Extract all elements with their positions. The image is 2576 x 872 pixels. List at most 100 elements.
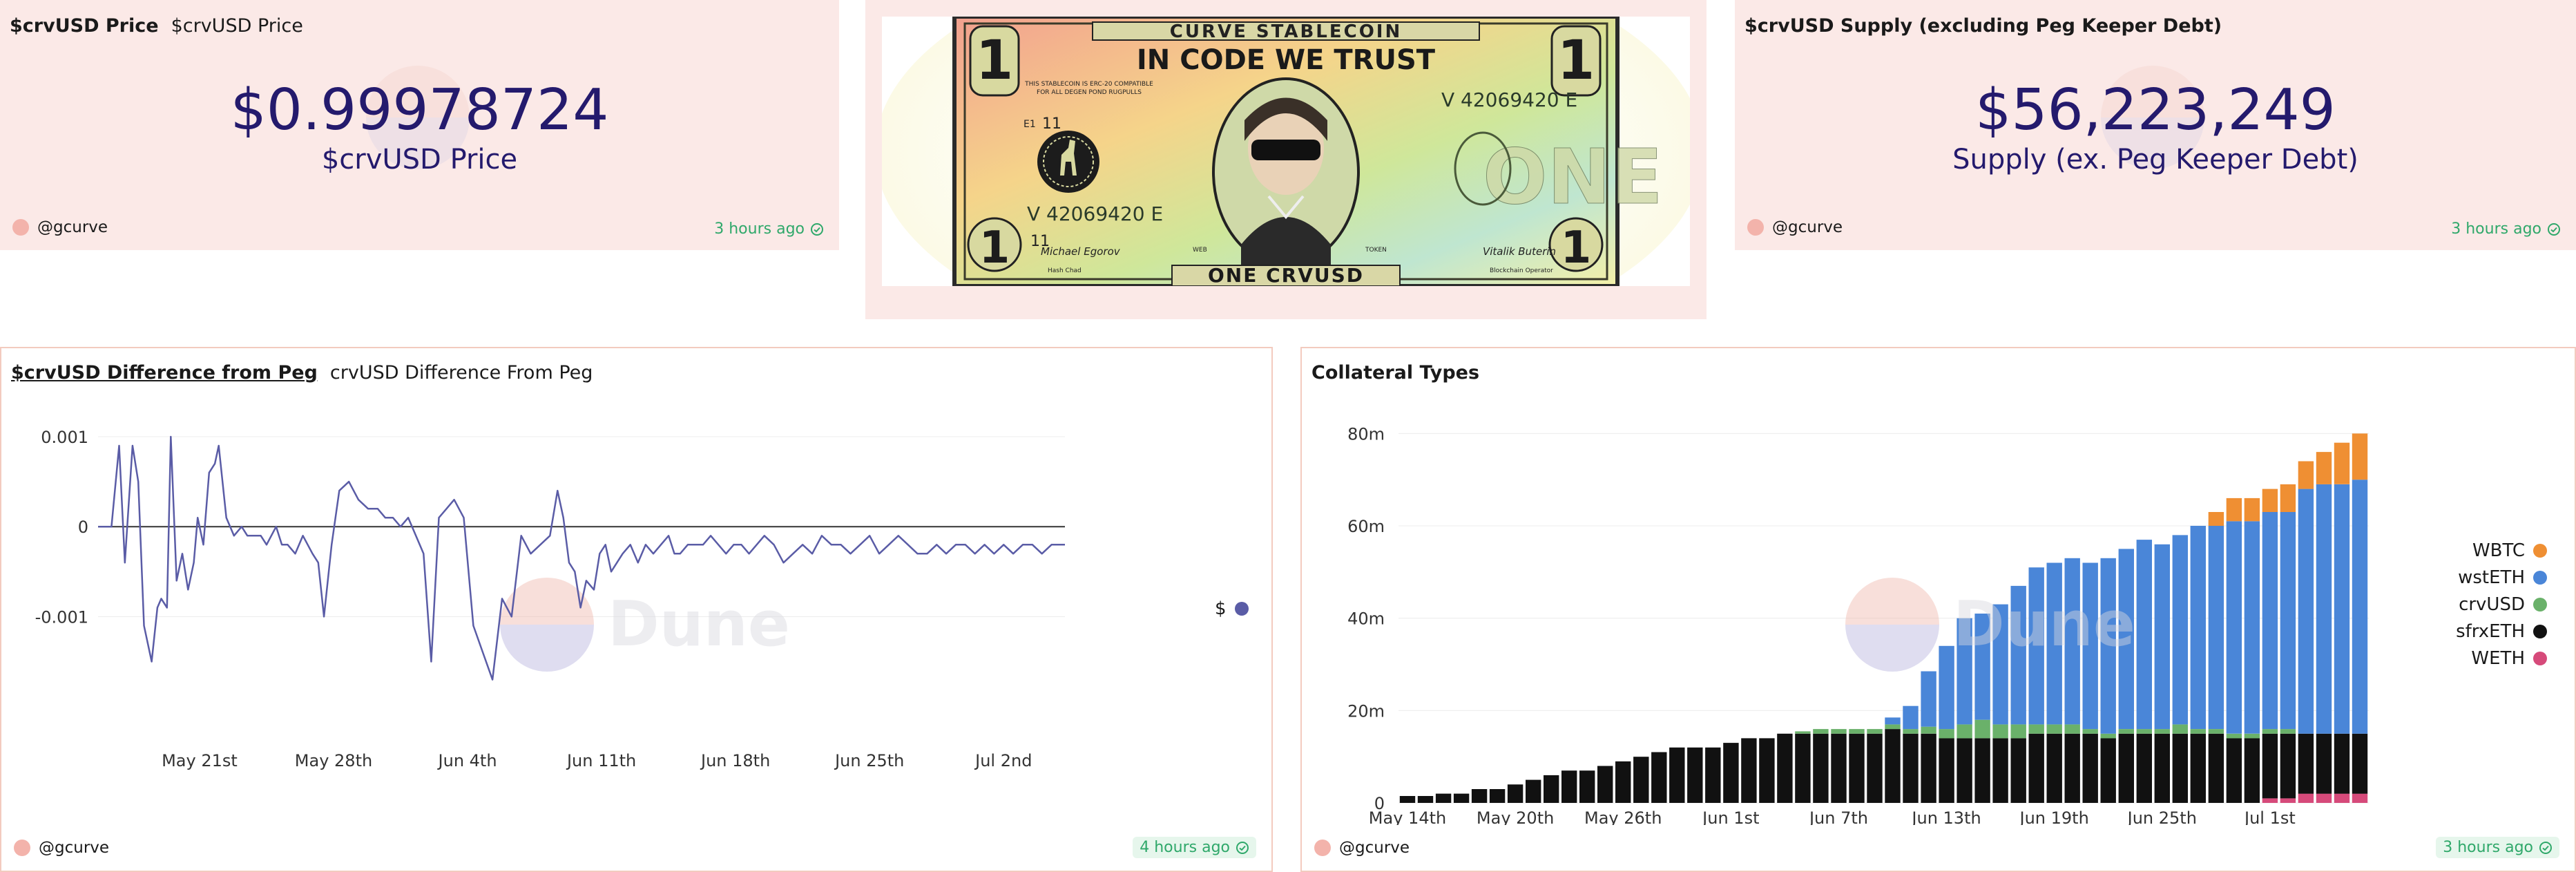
bar-segment-sfrxeth xyxy=(2190,733,2206,803)
bar-segment-sfrxeth xyxy=(1526,779,1541,803)
legend-item-wsteth[interactable]: wstETH xyxy=(2458,567,2547,588)
bar-segment-crvusd xyxy=(2262,729,2278,734)
legend-swatch xyxy=(2533,625,2547,638)
updated-badge: 4 hours ago xyxy=(1133,837,1256,858)
bar-segment-wsteth xyxy=(2208,526,2224,729)
updated-text: 3 hours ago xyxy=(2443,839,2533,856)
bar-segment-sfrxeth xyxy=(1939,738,1954,803)
author-name: @gcurve xyxy=(1339,839,1410,857)
bill-fine-print-1: THIS STABLECOIN IS ERC-20 COMPATIBLE xyxy=(1024,81,1153,88)
bill-side-left: WEB xyxy=(1193,247,1207,254)
crvusd-dollar-bill-image: 1 1 1 1 CURVE STABLECOIN IN CODE WE TRUS… xyxy=(882,17,1690,286)
author[interactable]: @gcurve xyxy=(1314,839,1410,857)
bar-segment-sfrxeth xyxy=(2262,733,2278,799)
bar-segment-sfrxeth xyxy=(1453,793,1470,803)
bar-segment-sfrxeth xyxy=(2082,733,2098,803)
bill-left-sub: Hash Chad xyxy=(1048,267,1082,274)
legend-item-dollar[interactable]: $ xyxy=(1215,598,1249,619)
check-circle-icon xyxy=(2548,222,2560,236)
y-tick-label: 0.001 xyxy=(41,428,88,447)
bar-segment-sfrxeth xyxy=(2154,733,2170,803)
price-counter-card: $crvUSD Price $crvUSD Price $0.99978724 $… xyxy=(0,0,839,250)
bar-segment-sfrxeth xyxy=(1831,733,1847,803)
bar-segment-sfrxeth xyxy=(2136,733,2152,803)
corner-one-bl: 1 xyxy=(967,217,1022,274)
query-title[interactable]: $crvUSD Supply (excluding Peg Keeper Deb… xyxy=(1744,15,2222,37)
bar-segment-sfrxeth xyxy=(2316,733,2332,794)
bill-right-sub: Blockchain Operator xyxy=(1490,267,1553,274)
viz-title: $crvUSD Price xyxy=(171,15,303,37)
bar-segment-crvusd xyxy=(1992,724,2008,739)
legend-item-weth[interactable]: WETH xyxy=(2471,648,2547,669)
y-tick-label: 80m xyxy=(1347,424,1385,444)
x-tick-label: Jul 2nd xyxy=(974,751,1032,770)
counter-value: $0.99978724 xyxy=(230,77,609,143)
x-tick-label: Jun 25th xyxy=(834,751,904,770)
bar-segment-sfrxeth xyxy=(2010,738,2026,803)
bar-segment-sfrxeth xyxy=(2280,733,2296,799)
image-card: 1 1 1 1 CURVE STABLECOIN IN CODE WE TRUS… xyxy=(865,0,1707,319)
bar-segment-wsteth xyxy=(2100,558,2116,734)
x-tick-label: Jun 7th xyxy=(1808,808,1868,825)
bar-segment-wsteth xyxy=(2010,585,2026,725)
bar-segment-crvusd xyxy=(1921,726,1936,734)
bar-segment-sfrxeth xyxy=(2028,733,2044,803)
bar-segment-crvusd xyxy=(1903,729,1919,734)
updated-badge: 3 hours ago xyxy=(2436,837,2559,858)
legend-item-crvusd[interactable]: crvUSD xyxy=(2459,594,2547,615)
legend-item-sfrxeth[interactable]: sfrxETH xyxy=(2456,621,2547,642)
bar-segment-sfrxeth xyxy=(2064,733,2080,803)
bar-segment-sfrxeth xyxy=(2298,733,2314,794)
query-title[interactable]: Collateral Types xyxy=(1311,362,1480,383)
query-title[interactable]: $crvUSD Price xyxy=(10,15,159,37)
bar-segment-sfrxeth xyxy=(1741,738,1757,803)
dune-watermark: Dune xyxy=(1845,578,2135,672)
check-circle-icon xyxy=(1236,841,1249,854)
bar-segment-weth xyxy=(2334,793,2350,803)
x-tick-label: Jun 4th xyxy=(437,751,497,770)
legend-swatch xyxy=(2533,598,2547,612)
bar-segment-wsteth xyxy=(2298,489,2314,734)
author[interactable]: @gcurve xyxy=(12,218,108,236)
bar-segment-sfrxeth xyxy=(1489,789,1506,803)
author[interactable]: @gcurve xyxy=(1747,218,1843,236)
query-title[interactable]: $crvUSD Difference from Peg xyxy=(11,362,318,383)
bill-serial-bottom: V 42069420 E xyxy=(1027,202,1163,225)
updated-badge: 3 hours ago xyxy=(714,220,824,238)
bar-segment-wsteth xyxy=(2280,512,2296,730)
bar-segment-crvusd xyxy=(2028,724,2044,734)
bar-segment-sfrxeth xyxy=(2100,738,2116,803)
bar-segment-wbtc xyxy=(2226,497,2242,522)
bar-segment-sfrxeth xyxy=(1669,747,1685,803)
bar-segment-sfrxeth xyxy=(1417,796,1434,803)
bar-segment-sfrxeth xyxy=(1633,757,1649,803)
author-name: @gcurve xyxy=(1772,218,1843,236)
bill-side-right: TOKEN xyxy=(1365,247,1387,254)
bar-segment-sfrxeth xyxy=(1507,784,1524,803)
bill-bottom-banner: ONE CRVUSD xyxy=(1208,264,1364,286)
bar-segment-sfrxeth xyxy=(2352,733,2368,794)
legend-item-wbtc[interactable]: WBTC xyxy=(2472,540,2547,561)
legend-swatch xyxy=(1234,602,1249,616)
y-tick-label: 0 xyxy=(78,518,88,537)
author-name: @gcurve xyxy=(37,218,108,236)
bar-segment-crvusd xyxy=(1867,729,1883,734)
bar-segment-wsteth xyxy=(2316,484,2332,734)
legend-swatch xyxy=(2533,652,2547,665)
bar-segment-sfrxeth xyxy=(1813,733,1829,803)
bar-segment-wsteth xyxy=(2172,535,2188,725)
legend-label: sfrxETH xyxy=(2456,621,2525,642)
bar-segment-sfrxeth xyxy=(1849,733,1865,803)
bar-segment-wbtc xyxy=(2244,497,2260,522)
bar-segment-sfrxeth xyxy=(1921,733,1936,803)
bar-segment-sfrxeth xyxy=(2046,733,2062,803)
bar-segment-wsteth xyxy=(2226,521,2242,734)
author[interactable]: @gcurve xyxy=(14,839,109,857)
bar-segment-crvusd xyxy=(2280,729,2296,734)
bar-segment-crvusd xyxy=(2046,724,2062,734)
legend-swatch xyxy=(2533,544,2547,558)
dune-watermark-text: Dune xyxy=(608,588,790,661)
bar-segment-crvusd xyxy=(1795,731,1811,734)
svg-text:1: 1 xyxy=(1557,30,1595,92)
bar-segment-wsteth xyxy=(2082,562,2098,730)
